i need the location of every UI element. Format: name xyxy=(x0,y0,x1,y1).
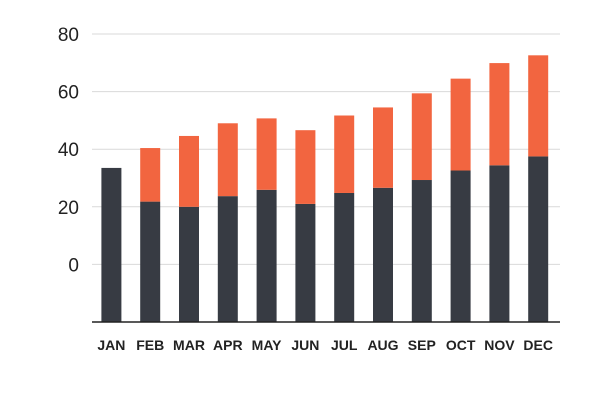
bar-orange-oct xyxy=(450,78,471,171)
bar-orange-jul xyxy=(334,115,355,193)
bar-orange-feb xyxy=(140,148,161,202)
y-tick-label-80: 80 xyxy=(58,25,79,46)
bar-orange-apr xyxy=(217,123,238,197)
x-tick-label-jan: JAN xyxy=(97,337,125,353)
x-tick-label-may: MAY xyxy=(252,337,282,353)
x-tick-label-apr: APR xyxy=(213,337,243,353)
y-tick-label-40: 40 xyxy=(58,140,79,161)
x-tick-label-mar: MAR xyxy=(173,337,205,353)
x-tick-label-dec: DEC xyxy=(523,337,553,353)
bar-dark-nov xyxy=(489,165,510,322)
bar-dark-sep xyxy=(411,180,432,322)
bar-dark-jun xyxy=(295,203,316,322)
y-tick-label-60: 60 xyxy=(58,83,79,104)
bar-orange-jun xyxy=(295,130,316,204)
x-tick-label-oct: OCT xyxy=(446,337,476,353)
bar-dark-oct xyxy=(450,170,471,322)
x-tick-label-feb: FEB xyxy=(136,337,164,353)
x-tick-label-jun: JUN xyxy=(291,337,319,353)
x-tick-label-jul: JUL xyxy=(331,337,358,353)
bar-dark-apr xyxy=(217,196,238,322)
tick-labels: 0 20 40 60 80 JAN FEB MAR APR MAY JUN JUL AUG SEP OCT N… xyxy=(58,25,553,353)
bar-orange-may xyxy=(256,118,277,190)
bars xyxy=(101,55,549,322)
bar-dark-mar xyxy=(179,206,199,322)
bar-orange-aug xyxy=(373,107,393,188)
bar-orange-mar xyxy=(179,135,199,207)
x-tick-label-sep: SEP xyxy=(408,337,436,353)
bar-dark-feb xyxy=(140,201,161,322)
x-tick-label-aug: AUG xyxy=(367,337,398,353)
y-tick-label-20: 20 xyxy=(58,198,79,219)
bar-dark-may xyxy=(256,189,277,322)
x-tick-label-nov: NOV xyxy=(484,337,515,353)
bar-dark-jan xyxy=(101,167,122,322)
gridlines xyxy=(92,33,560,265)
bar-orange-sep xyxy=(411,93,432,181)
y-tick-label-0: 0 xyxy=(68,255,79,276)
bar-orange-nov xyxy=(489,63,510,166)
bar-dark-jul xyxy=(334,192,355,322)
bar-orange-dec xyxy=(528,55,549,157)
bar-dark-aug xyxy=(373,187,393,322)
bar-dark-dec xyxy=(528,156,549,322)
